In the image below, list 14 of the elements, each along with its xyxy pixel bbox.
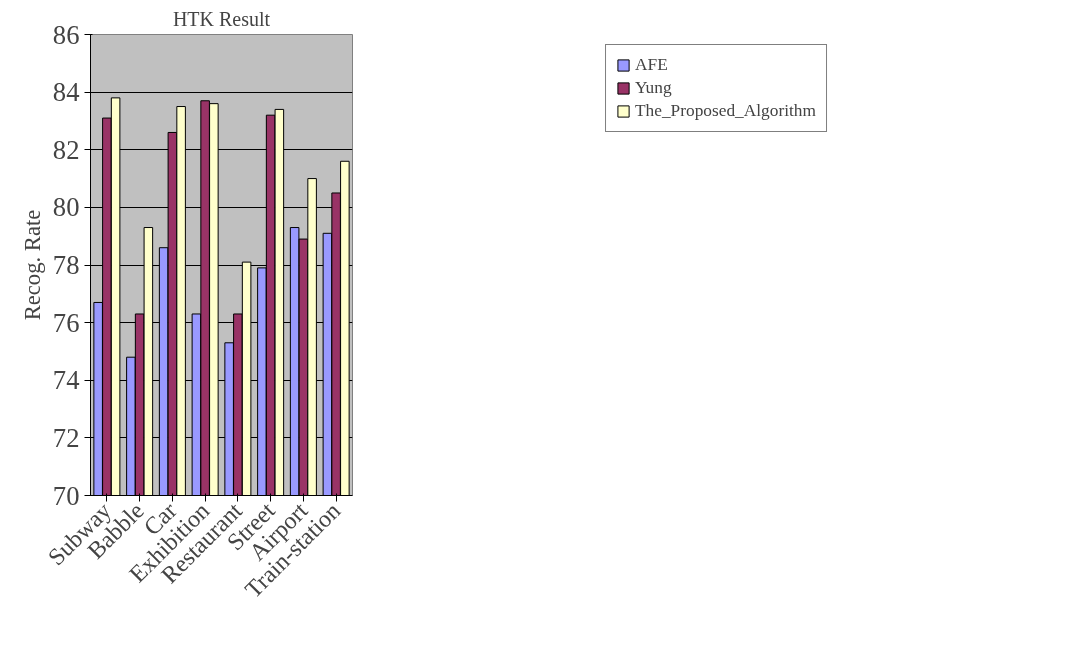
y-tick-label: 84	[52, 77, 80, 108]
y-tick-label: 76	[52, 307, 80, 338]
y-tick-label: 78	[52, 250, 80, 280]
y-axis-title: Recog. Rate	[19, 209, 45, 321]
chart-title: HTK Result	[172, 7, 271, 30]
y-tick-label: 72	[52, 422, 80, 453]
y-tick-label: 70	[52, 480, 80, 511]
y-tick-label: 74	[52, 365, 80, 396]
y-tick-label: 82	[52, 134, 80, 165]
legend-label: Yung	[635, 78, 672, 98]
y-tick-label: 80	[52, 192, 80, 223]
y-tick-label: 86	[52, 19, 80, 50]
legend-label: AFE	[635, 55, 668, 75]
legend-label: The_Proposed_Algorithm	[635, 101, 816, 121]
